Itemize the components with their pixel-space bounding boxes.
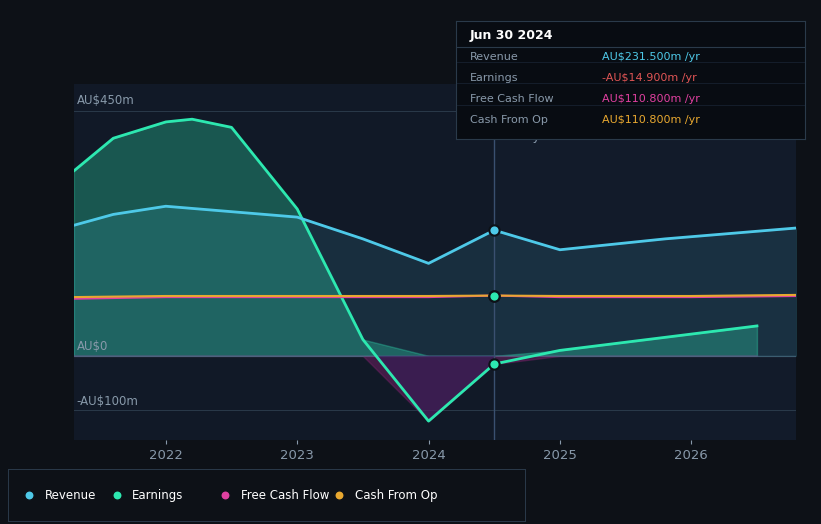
Text: AU$450m: AU$450m — [76, 94, 135, 107]
Text: Cash From Op: Cash From Op — [355, 489, 438, 501]
Text: Past: Past — [461, 130, 488, 143]
Text: AU$110.800m /yr: AU$110.800m /yr — [603, 94, 700, 104]
Text: Analysts Forecasts: Analysts Forecasts — [505, 130, 621, 143]
Text: Revenue: Revenue — [470, 52, 518, 62]
Point — [488, 291, 501, 300]
Text: Jun 30 2024: Jun 30 2024 — [470, 29, 553, 42]
Text: Earnings: Earnings — [470, 73, 518, 83]
Text: AU$110.800m /yr: AU$110.800m /yr — [603, 115, 700, 125]
Point — [333, 491, 346, 499]
Point — [488, 291, 501, 300]
Text: Revenue: Revenue — [44, 489, 96, 501]
Text: -AU$14.900m /yr: -AU$14.900m /yr — [603, 73, 697, 83]
Point — [110, 491, 123, 499]
Text: AU$231.500m /yr: AU$231.500m /yr — [603, 52, 700, 62]
Text: -AU$100m: -AU$100m — [76, 395, 139, 408]
Point — [22, 491, 35, 499]
Text: Free Cash Flow: Free Cash Flow — [470, 94, 553, 104]
Point — [219, 491, 232, 499]
Point — [488, 360, 501, 368]
Text: AU$0: AU$0 — [76, 340, 108, 353]
Text: Cash From Op: Cash From Op — [470, 115, 548, 125]
Bar — [494, 84, 796, 440]
Point — [488, 226, 501, 234]
Text: Earnings: Earnings — [132, 489, 184, 501]
Text: Free Cash Flow: Free Cash Flow — [241, 489, 329, 501]
